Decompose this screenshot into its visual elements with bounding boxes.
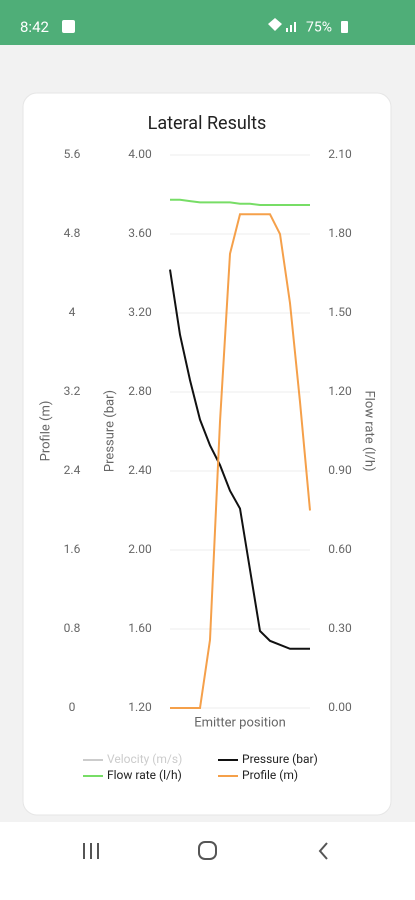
legend-label: Profile (m): [242, 768, 298, 782]
series-line: [170, 213, 311, 709]
home-button[interactable]: [198, 841, 217, 860]
card: [22, 92, 392, 816]
battery-icon: [341, 21, 348, 33]
y-tick-label: 1.6: [64, 542, 81, 556]
y-tick-label: 2.4: [64, 463, 81, 477]
series-line: [170, 198, 310, 207]
y2-tick-label: 4.00: [128, 147, 152, 161]
series-line: [169, 269, 310, 650]
y2-tick-label: 2.40: [128, 463, 152, 477]
chart-title: Lateral Results: [148, 113, 267, 134]
y3-axis-label: Flow rate (l/h): [362, 390, 377, 471]
y2-tick-label: 3.60: [128, 226, 152, 240]
y2-tick-label: 3.20: [128, 305, 152, 319]
y3-tick-label: 2.10: [328, 147, 352, 161]
recent-apps-button[interactable]: [83, 843, 99, 859]
y-tick-label: 4.8: [64, 226, 81, 240]
x-axis-label: Emitter position: [194, 715, 286, 730]
y-tick-label: 0: [69, 700, 76, 714]
y3-tick-label: 1.80: [328, 226, 352, 240]
battery-text: 75%: [306, 20, 332, 36]
y2-axis-label: Pressure (bar): [102, 390, 117, 472]
y3-tick-label: 1.50: [328, 305, 352, 319]
y3-tick-label: 1.20: [328, 384, 352, 398]
y-tick-label: 3.2: [64, 384, 81, 398]
y2-tick-label: 2.80: [128, 384, 152, 398]
y2-tick-label: 1.20: [128, 700, 152, 714]
y-axis-label: Profile (m): [38, 401, 53, 462]
legend-label: Pressure (bar): [242, 752, 318, 766]
legend-label: Flow rate (l/h): [107, 768, 182, 782]
signal-icons: [268, 18, 296, 32]
y-tick-label: 5.6: [64, 147, 81, 161]
y3-tick-label: 0.30: [328, 621, 352, 635]
legend-label: Velocity (m/s): [107, 752, 182, 766]
nav-bar: [0, 822, 415, 900]
y3-tick-label: 0.00: [328, 700, 352, 714]
back-button[interactable]: [318, 842, 328, 860]
status-time: 8:42: [20, 18, 49, 36]
y3-tick-label: 0.90: [328, 463, 352, 477]
y2-tick-label: 2.00: [128, 542, 152, 556]
y3-tick-label: 0.60: [328, 542, 352, 556]
y-tick-label: 0.8: [64, 621, 81, 635]
y2-tick-label: 1.60: [128, 621, 152, 635]
notification-icon: [62, 20, 75, 33]
y-tick-label: 4: [69, 305, 76, 319]
